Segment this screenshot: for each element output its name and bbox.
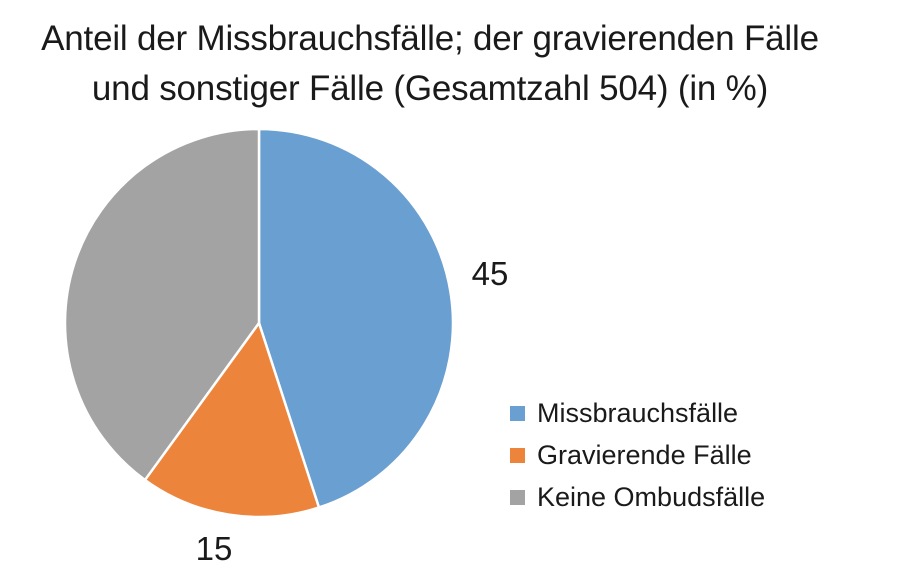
- legend-swatch-keine-ombudsfaelle: [510, 489, 525, 505]
- chart-title-line-1: Anteil der Missbrauchsfälle; der gravier…: [41, 19, 819, 58]
- chart-title: Anteil der Missbrauchsfälle; der gravier…: [0, 14, 860, 114]
- pie-slice-gravierende-faelle: [143, 321, 321, 519]
- legend-item-missbrauchsfaelle: Missbrauchsfälle: [510, 392, 765, 434]
- pie-slice-keine-ombudsfaelle: [63, 127, 261, 482]
- legend: Missbrauchsfälle Gravierende Fälle Keine…: [510, 392, 765, 518]
- data-label-gravierende-faelle: 15: [196, 530, 233, 567]
- pie-slice-missbrauchsfaelle: [257, 127, 455, 509]
- data-label-missbrauchsfaelle: 45: [472, 255, 509, 292]
- legend-swatch-gravierende-faelle: [510, 447, 525, 463]
- legend-item-keine-ombudsfaelle: Keine Ombudsfälle: [510, 476, 765, 518]
- pie-data-labels: 45 15: [196, 255, 509, 567]
- legend-swatch-missbrauchsfaelle: [510, 405, 525, 421]
- pie-slices: [63, 127, 455, 519]
- legend-label-missbrauchsfaelle: Missbrauchsfälle: [537, 397, 739, 428]
- legend-label-keine-ombudsfaelle: Keine Ombudsfälle: [537, 481, 766, 512]
- legend-item-gravierende-faelle: Gravierende Fälle: [510, 434, 765, 476]
- chart-title-line-2: und sonstiger Fälle (Gesamtzahl 504) (in…: [91, 69, 769, 108]
- legend-label-gravierende-faelle: Gravierende Fälle: [537, 439, 752, 470]
